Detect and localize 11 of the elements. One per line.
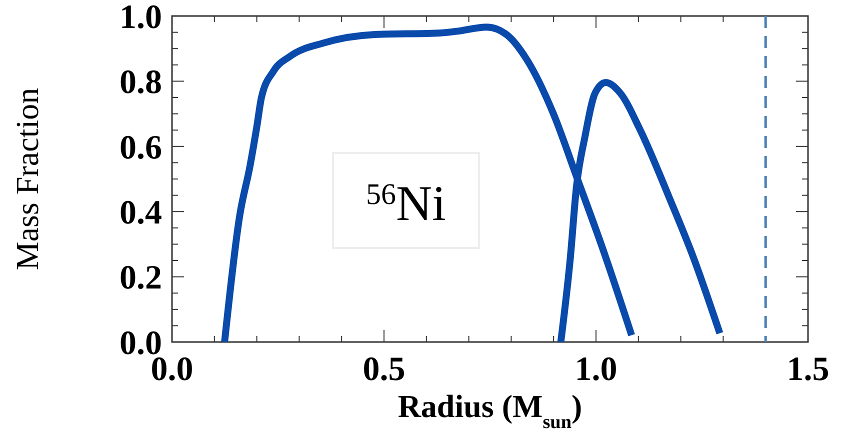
y-tick-label: 0.8: [120, 64, 162, 102]
y-tick-label: 1.0: [120, 0, 162, 36]
x-axis-title: Radius (M$_{sun}$): [398, 388, 582, 432]
x-tick-label: 0.5: [362, 351, 406, 388]
y-tick-label: 0.4: [120, 194, 162, 232]
x-tick-label: 1.5: [786, 351, 830, 388]
y-tick-label: 0.6: [120, 129, 162, 166]
y-axis-title: Mass Fraction: [9, 88, 45, 270]
x-tick-label: 1.0: [574, 351, 618, 388]
annotation: $^{56}$Ni: [366, 175, 446, 231]
y-tick-label: 0.2: [120, 260, 162, 297]
